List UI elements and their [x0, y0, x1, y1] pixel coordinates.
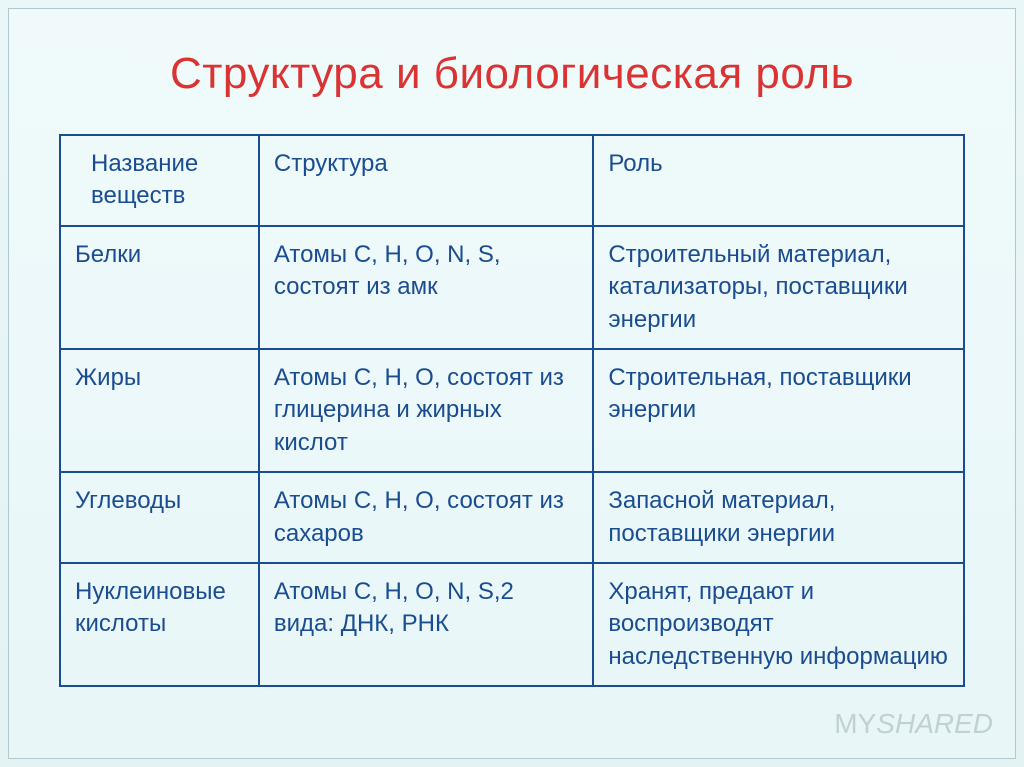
watermark-part2: SHARED — [876, 708, 993, 739]
table-row: Нуклеиновые кислоты Атомы C, H, O, N, S,… — [60, 563, 964, 686]
cell-structure: Атомы C, H, O, N, S, состоят из амк — [259, 226, 593, 349]
header-cell-name: Название веществ — [60, 135, 259, 226]
cell-name: Жиры — [60, 349, 259, 472]
content-table: Название веществ Структура Роль Белки Ат… — [59, 134, 965, 687]
watermark-part1: MY — [834, 708, 876, 739]
slide-title: Структура и биологическая роль — [59, 49, 965, 99]
cell-structure: Атомы C, H, O, состоят из глицерина и жи… — [259, 349, 593, 472]
cell-name: Нуклеиновые кислоты — [60, 563, 259, 686]
cell-structure: Атомы C, H, O, N, S,2 вида: ДНК, РНК — [259, 563, 593, 686]
table-row: Жиры Атомы C, H, O, состоят из глицерина… — [60, 349, 964, 472]
table-header-row: Название веществ Структура Роль — [60, 135, 964, 226]
cell-role: Хранят, предают и воспроизводят наследст… — [593, 563, 964, 686]
cell-role: Запасной материал, поставщики энергии — [593, 472, 964, 563]
table-row: Белки Атомы C, H, O, N, S, состоят из ам… — [60, 226, 964, 349]
table-row: Углеводы Атомы C, H, O, состоят из сахар… — [60, 472, 964, 563]
cell-role: Строительная, поставщики энергии — [593, 349, 964, 472]
cell-structure: Атомы C, H, O, состоят из сахаров — [259, 472, 593, 563]
cell-name: Белки — [60, 226, 259, 349]
slide-frame: Структура и биологическая роль Название … — [8, 8, 1016, 759]
cell-name: Углеводы — [60, 472, 259, 563]
header-cell-structure: Структура — [259, 135, 593, 226]
header-cell-role: Роль — [593, 135, 964, 226]
cell-role: Строительный материал, катализаторы, пос… — [593, 226, 964, 349]
watermark: MYSHARED — [834, 708, 993, 740]
